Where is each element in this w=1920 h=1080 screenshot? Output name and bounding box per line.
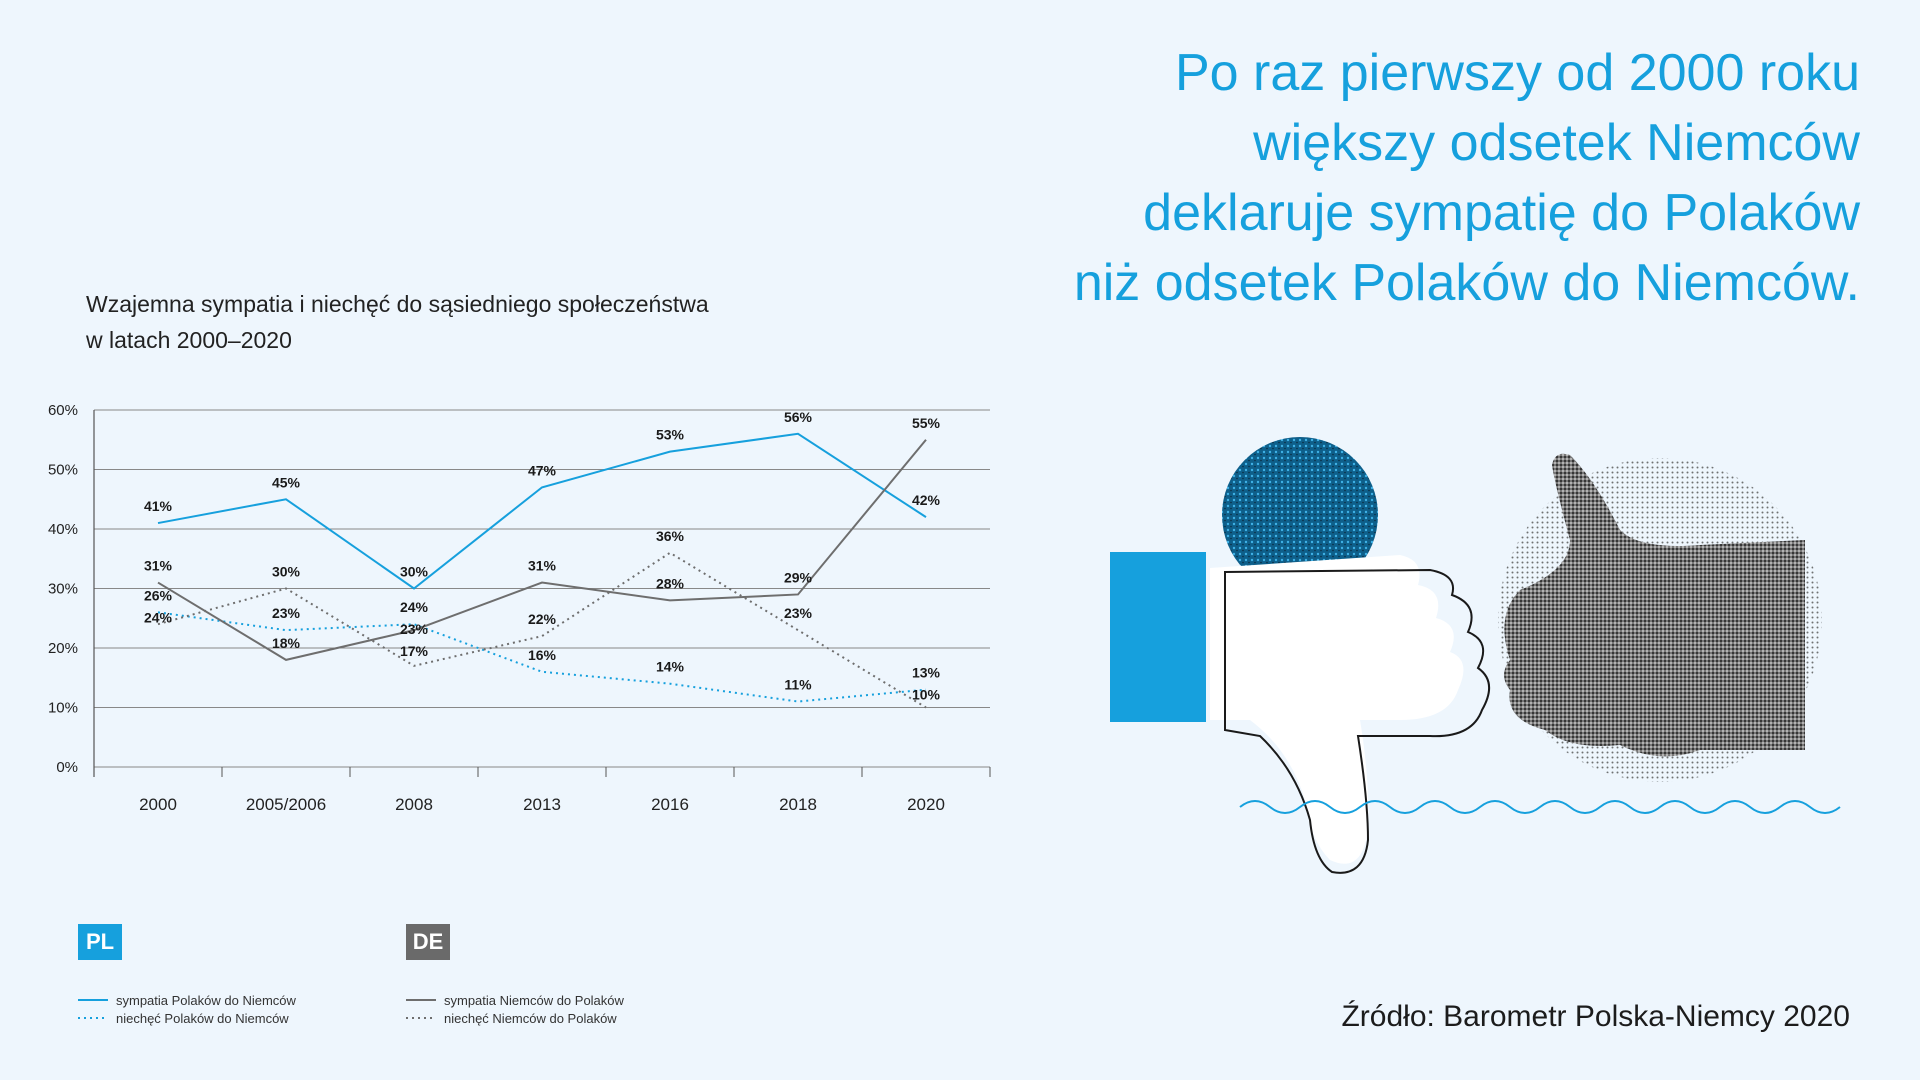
blue-sleeve-rect [1110, 552, 1206, 722]
data-label: 31% [144, 558, 173, 574]
data-label: 10% [912, 687, 941, 703]
x-tick-label: 2020 [907, 795, 945, 814]
legend-item-de-dislike: niechęć Niemców do Polaków [406, 1010, 617, 1026]
data-label: 36% [656, 528, 685, 544]
source-note: Źródło: Barometr Polska-Niemcy 2020 [1341, 1000, 1850, 1033]
legend-item-pl-dislike: niechęć Polaków do Niemców [78, 1010, 289, 1026]
data-label: 56% [784, 409, 813, 425]
y-tick-label: 10% [48, 700, 78, 717]
legend-solid-grey-line [406, 999, 436, 1001]
legend-label: sympatia Niemców do Polaków [444, 992, 624, 1008]
y-tick-label: 60% [48, 402, 78, 419]
data-label: 30% [400, 564, 429, 580]
headline-line-3: deklaruje sympatię do Polaków [1143, 184, 1860, 242]
data-label: 45% [272, 474, 301, 490]
thumbs-illustration [1110, 437, 1841, 874]
legend-dotted-blue-line [78, 1017, 108, 1019]
x-tick-label: 2000 [139, 795, 177, 814]
y-tick-label: 40% [48, 521, 78, 538]
legend-label: sympatia Polaków do Niemców [116, 992, 296, 1008]
chart-title-line-2: w latach 2000–2020 [86, 327, 292, 353]
blue-circle-icon [1222, 437, 1378, 593]
data-label: 23% [400, 621, 429, 637]
headline: Po raz pierwszy od 2000 roku większy ods… [860, 38, 1860, 318]
x-tick-label: 2013 [523, 795, 561, 814]
data-label: 41% [144, 498, 173, 514]
y-tick-label: 0% [56, 759, 78, 776]
data-label: 11% [784, 677, 812, 693]
x-tick-label: 2008 [395, 795, 433, 814]
data-label: 42% [912, 492, 941, 508]
data-label: 14% [656, 659, 685, 675]
x-tick-label: 2016 [651, 795, 689, 814]
chart-title-line-1: Wzajemna sympatia i niechęć do sąsiednie… [86, 291, 709, 317]
legend-solid-blue-line [78, 999, 108, 1001]
data-label: 24% [400, 599, 429, 615]
data-label: 23% [272, 605, 301, 621]
legend-item-pl-sympathy: sympatia Polaków do Niemców [78, 992, 296, 1008]
data-label: 16% [528, 647, 557, 663]
thumbs-up-icon [1504, 453, 1805, 757]
data-label: 23% [784, 605, 813, 621]
data-label: 53% [656, 427, 685, 443]
data-label: 30% [272, 564, 301, 580]
line-chart: 0% 10% 20% 30% 40% 50% 60% 2000 2005/2006 2008 201… [48, 402, 991, 814]
data-label: 28% [656, 575, 685, 591]
data-label: 24% [144, 609, 173, 625]
data-label: 13% [912, 665, 941, 681]
legend-label: niechęć Polaków do Niemców [116, 1010, 289, 1026]
headline-line-1: Po raz pierwszy od 2000 roku [1174, 44, 1860, 102]
chart-title: Wzajemna sympatia i niechęć do sąsiednie… [86, 286, 709, 358]
y-tick-label: 30% [48, 581, 78, 598]
headline-line-4: niż odsetek Polaków do Niemców. [1073, 254, 1860, 312]
legend-de-badge: DE [406, 924, 450, 960]
data-label: 18% [272, 635, 301, 651]
x-tick-label: 2018 [779, 795, 817, 814]
legend-pl-badge: PL [78, 924, 122, 960]
data-label: 47% [528, 462, 557, 478]
data-label: 29% [784, 569, 813, 585]
y-tick-label: 20% [48, 640, 78, 657]
legend-dotted-grey-line [406, 1017, 436, 1019]
headline-line-2: większy odsetek Niemców [1253, 114, 1860, 172]
x-tick-label: 2005/2006 [246, 795, 326, 814]
data-label: 26% [144, 587, 173, 603]
legend-label: niechęć Niemców do Polaków [444, 1010, 617, 1026]
y-tick-label: 50% [48, 462, 78, 479]
wave-line-icon [1239, 800, 1841, 814]
thumbs-down-icon [1210, 555, 1490, 874]
legend-item-de-sympathy: sympatia Niemców do Polaków [406, 992, 624, 1008]
data-label: 31% [528, 558, 557, 574]
data-label: 17% [400, 643, 429, 659]
data-label: 55% [912, 415, 941, 431]
data-label: 22% [528, 611, 557, 627]
